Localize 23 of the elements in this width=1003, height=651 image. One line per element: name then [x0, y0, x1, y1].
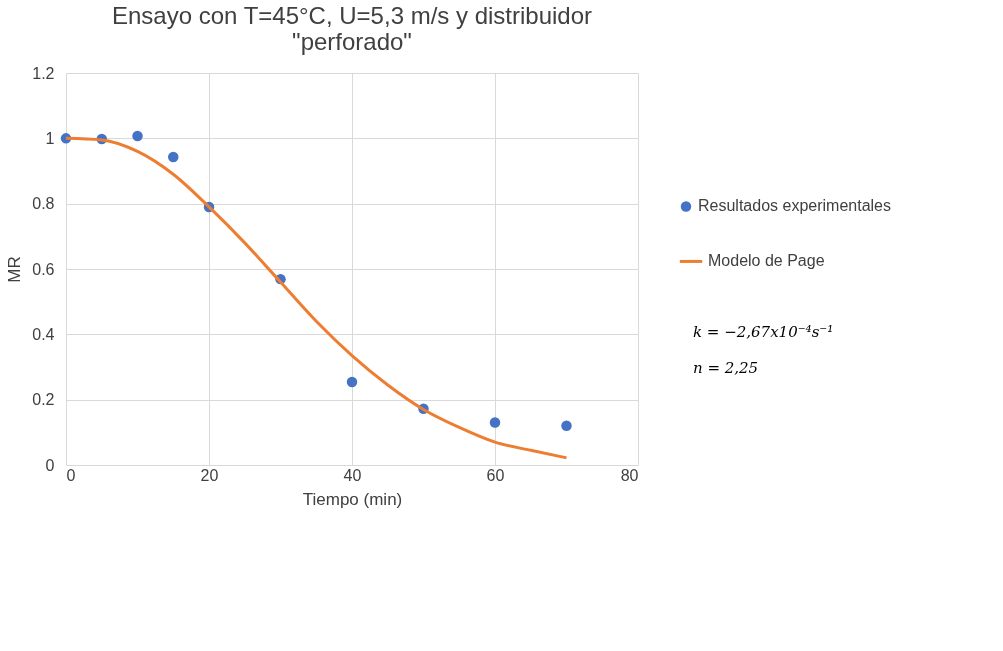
point — [561, 420, 572, 432]
x-tick-label: 20 — [200, 466, 219, 484]
y-tick-label: 0.4 — [32, 325, 55, 343]
point — [346, 376, 358, 388]
x-tick-label: 60 — [486, 466, 505, 484]
legend-label: Modelo de Page — [708, 252, 825, 270]
x-tick-label: 0 — [66, 466, 76, 484]
point — [489, 417, 501, 428]
x-tick-label: 80 — [620, 466, 639, 484]
x-axis-title: Tiempo (min) — [302, 489, 403, 509]
y-axis-title: MR — [5, 256, 25, 283]
y-tick-label: 0.2 — [32, 391, 55, 409]
point — [132, 130, 143, 142]
y-tick-label: 1.2 — [32, 64, 55, 82]
x-tick-label: 40 — [343, 466, 362, 484]
y-tick-label: 1 — [45, 129, 55, 147]
point — [168, 151, 179, 163]
text: k = −2,67x10⁻⁴s⁻¹ — [693, 322, 834, 341]
y-tick-label: 0.6 — [32, 260, 55, 278]
legend-label: Resultados experimentales — [698, 197, 891, 215]
y-tick-label: 0.8 — [32, 195, 55, 213]
chart-title: Ensayo con T=45°C, U=5,3 m/s y distribuidor "perforado" — [111, 2, 593, 55]
text: n = 2,25 — [693, 358, 759, 377]
